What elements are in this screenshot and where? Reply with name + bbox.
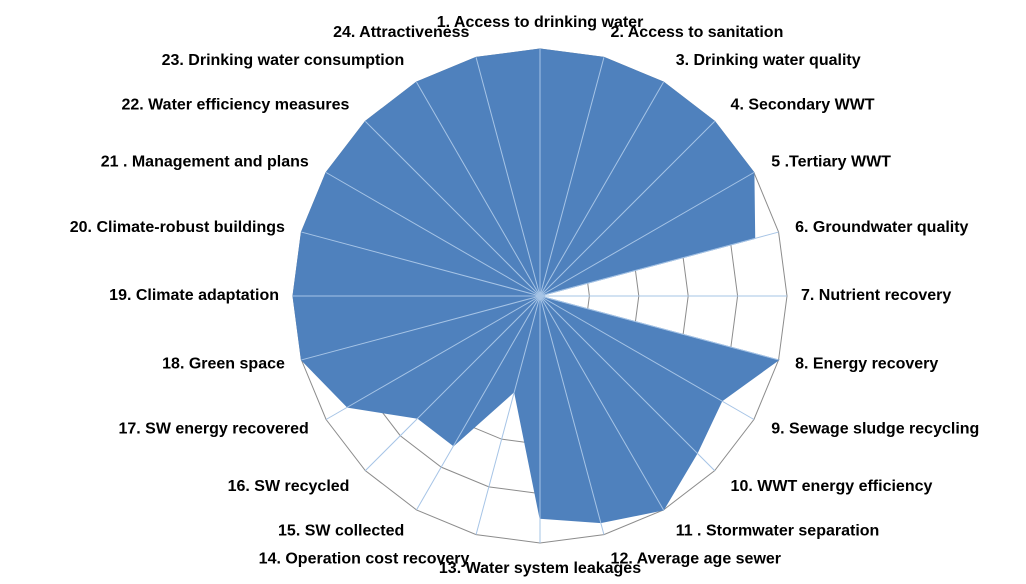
category-label: 8. Energy recovery: [795, 356, 938, 373]
spoke: [301, 295, 541, 361]
spoke: [539, 231, 779, 297]
category-label: 19. Climate adaptation: [109, 287, 279, 304]
spoke: [301, 231, 541, 297]
spoke: [539, 172, 755, 297]
spoke: [364, 295, 541, 472]
category-label: 2. Access to sanitation: [611, 24, 784, 41]
spoke: [539, 120, 716, 297]
category-label: 1. Access to drinking water: [437, 14, 644, 31]
category-label: 13. Water system leakages: [439, 560, 641, 577]
spoke: [325, 172, 541, 297]
spoke: [416, 295, 541, 511]
spoke: [364, 120, 541, 297]
spoke: [416, 81, 541, 297]
spoke: [325, 295, 541, 420]
spoke: [539, 295, 779, 361]
spoke: [475, 57, 541, 297]
spoke: [539, 57, 605, 297]
category-label: 12. Average age sewer: [611, 551, 781, 568]
spoke: [539, 295, 664, 511]
category-label: 11 . Stormwater separation: [676, 522, 880, 539]
category-label: 18. Green space: [162, 356, 285, 373]
category-label: 9. Sewage sludge recycling: [771, 421, 979, 438]
category-label: 3. Drinking water quality: [676, 52, 861, 69]
spoke: [539, 81, 664, 297]
category-label: 17. SW energy recovered: [118, 421, 308, 438]
category-label: 24. Attractiveness: [333, 24, 469, 41]
radar-area: [292, 48, 780, 524]
category-label: 16. SW recycled: [228, 478, 350, 495]
category-label: 7. Nutrient recovery: [801, 287, 951, 304]
category-label: 20. Climate-robust buildings: [70, 219, 285, 236]
category-label: 21 . Management and plans: [101, 154, 309, 171]
spoke: [475, 295, 541, 535]
spoke: [539, 295, 716, 472]
category-label: 5 .Tertiary WWT: [771, 154, 891, 171]
category-label: 4. Secondary WWT: [731, 97, 875, 114]
spoke: [539, 295, 605, 535]
category-label: 22. Water efficiency measures: [121, 97, 349, 114]
spoke: [539, 295, 755, 420]
category-label: 14. Operation cost recovery: [259, 551, 470, 568]
category-label: 15. SW collected: [278, 522, 404, 539]
category-label: 6. Groundwater quality: [795, 219, 968, 236]
category-label: 23. Drinking water consumption: [162, 52, 405, 69]
category-label: 10. WWT energy efficiency: [731, 478, 933, 495]
